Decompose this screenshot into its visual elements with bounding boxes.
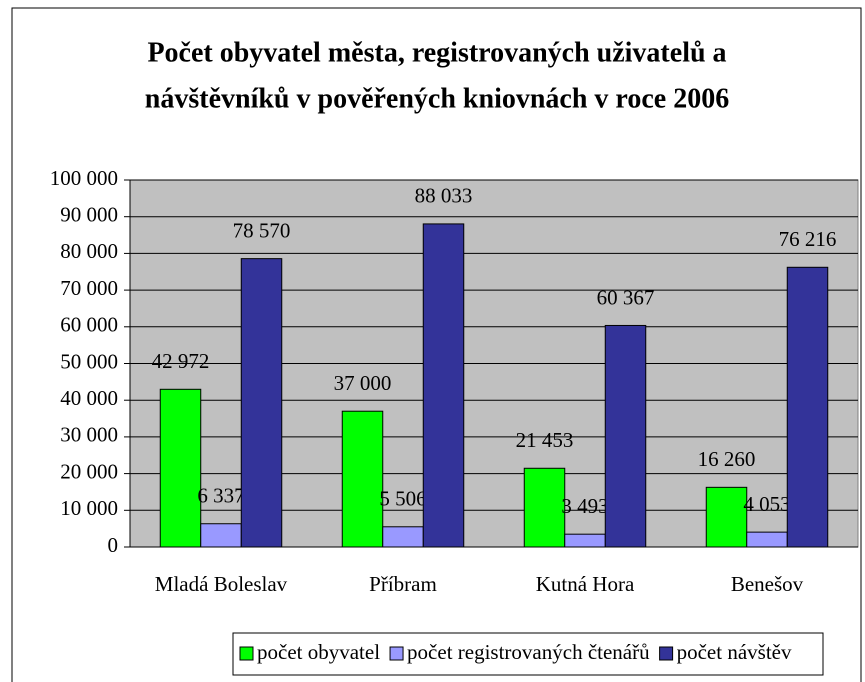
- bar: [786, 266, 829, 548]
- bar: [604, 324, 647, 548]
- y-tick-label: 100 000: [50, 166, 118, 190]
- x-tick-label: Mladá Boleslav: [155, 572, 288, 596]
- y-tick-label: 0: [108, 533, 119, 557]
- y-tick-label: 70 000: [60, 276, 118, 300]
- y-tick-label: 90 000: [60, 203, 118, 227]
- y-tick-label: 30 000: [60, 423, 118, 447]
- bar: [523, 467, 566, 548]
- bar: [422, 223, 465, 548]
- value-label: 6 337: [197, 484, 244, 508]
- legend-swatch: [389, 646, 404, 661]
- value-label: 88 033: [415, 184, 473, 208]
- bar: [200, 523, 242, 548]
- bar: [382, 526, 424, 548]
- y-tick-label: 60 000: [60, 313, 118, 337]
- bar: [564, 533, 606, 548]
- y-tick-label: 50 000: [60, 349, 118, 373]
- value-label: 42 972: [152, 349, 210, 373]
- legend: [232, 632, 824, 676]
- x-tick-label: Kutná Hora: [536, 572, 635, 596]
- chart-title: návštěvníků v pověřených kniovnách v roc…: [145, 83, 729, 114]
- value-label: 37 000: [334, 371, 392, 395]
- x-tick-label: Benešov: [731, 572, 804, 596]
- legend-label: počet návštěv: [677, 640, 792, 664]
- legend-swatch: [659, 646, 674, 661]
- x-tick-label: Příbram: [369, 572, 437, 596]
- bar: [705, 486, 748, 548]
- value-label: 3 493: [561, 494, 608, 518]
- value-label: 60 367: [597, 285, 655, 309]
- value-label: 78 570: [233, 218, 291, 242]
- y-tick-label: 10 000: [60, 496, 118, 520]
- legend-swatch: [239, 646, 254, 661]
- bar: [341, 410, 384, 548]
- legend-label: počet registrovaných čtenářů: [407, 640, 650, 664]
- bar: [746, 531, 788, 548]
- value-label: 16 260: [698, 447, 756, 471]
- legend-label: počet obyvatel: [257, 640, 380, 664]
- bar: [240, 258, 283, 548]
- chart-title: Počet obyvatel města, registrovaných uži…: [147, 37, 726, 68]
- y-tick-label: 20 000: [60, 459, 118, 483]
- value-label: 4 053: [743, 492, 790, 516]
- y-tick-label: 80 000: [60, 239, 118, 263]
- value-label: 5 506: [379, 487, 426, 511]
- bar: [159, 388, 202, 548]
- value-label: 76 216: [779, 227, 837, 251]
- value-label: 21 453: [516, 428, 574, 452]
- y-tick-label: 40 000: [60, 386, 118, 410]
